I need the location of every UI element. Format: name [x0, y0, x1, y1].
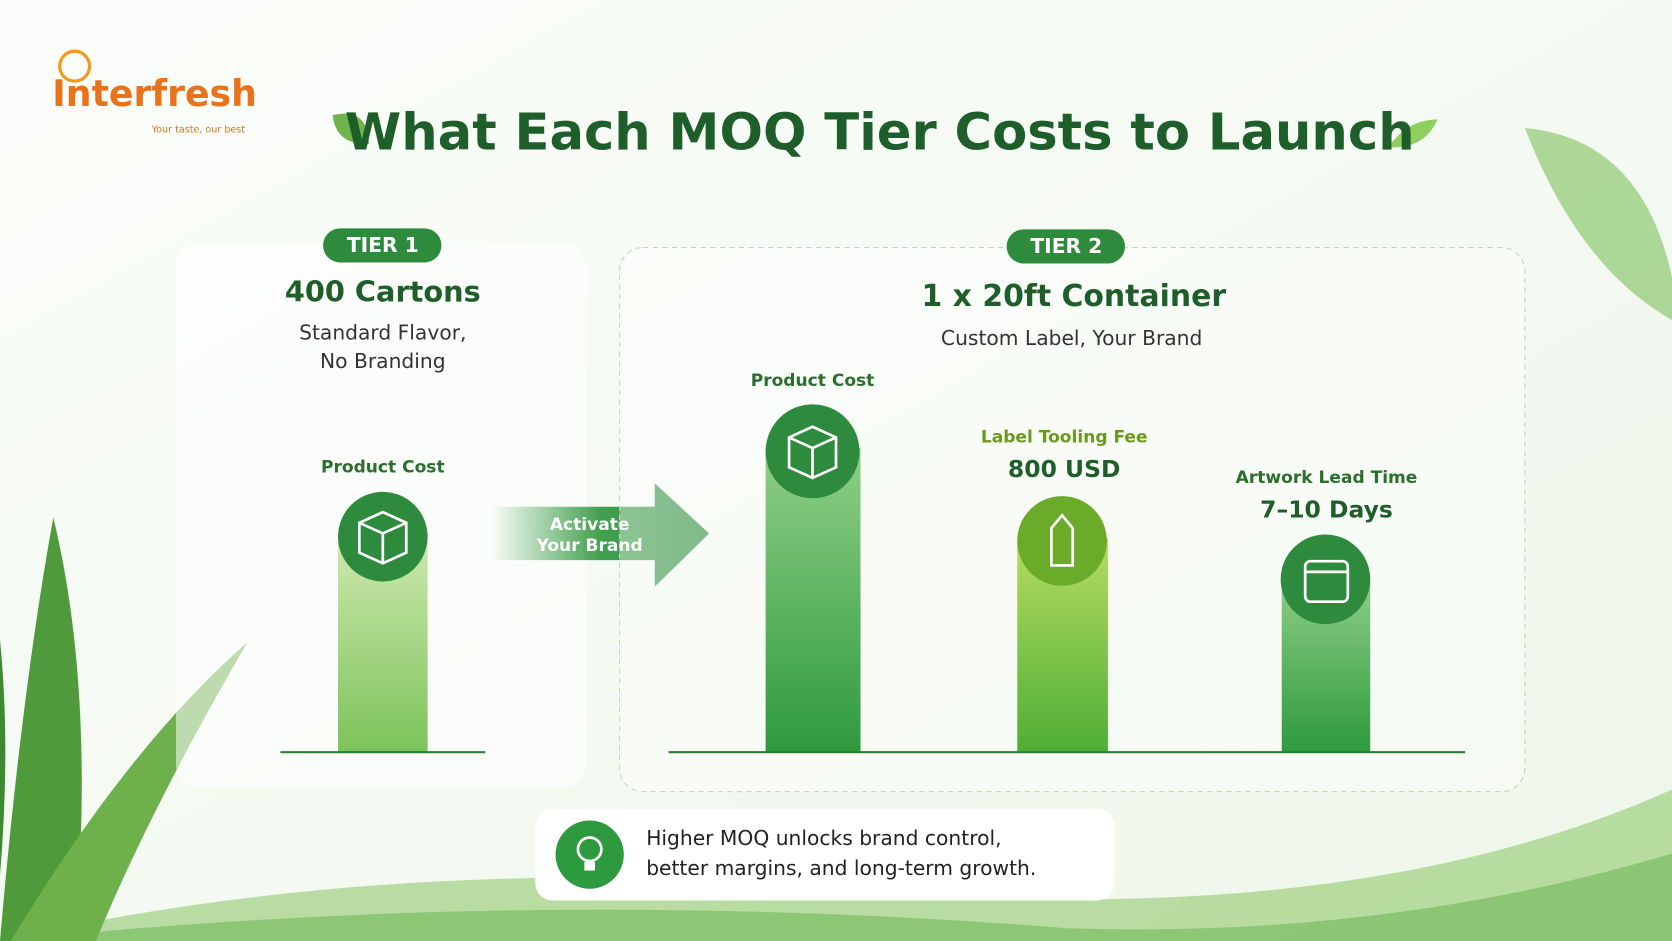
note-icon [555, 820, 624, 889]
leaf [332, 113, 369, 145]
tag-icon [1050, 513, 1075, 567]
bar-label: Product Cost [321, 457, 445, 477]
bar-value: 7–10 Days [1260, 496, 1393, 524]
bar-label: Product Cost [751, 371, 875, 391]
bar-label: Artwork Lead Time [1236, 468, 1418, 488]
box-icon [358, 510, 408, 565]
bar-value: 800 USD [1008, 455, 1121, 483]
bar [765, 448, 861, 753]
leaf [1524, 128, 1672, 321]
title: What Each MOQ Tier Costs to Launch [345, 102, 1415, 162]
arrow [490, 483, 710, 587]
logo-tagline: Your taste, our best [151, 125, 246, 136]
tier-subtitle: Standard Flavor, [299, 320, 466, 344]
note-card [535, 808, 1115, 901]
bulb-icon [576, 836, 603, 863]
calendar-icon [1303, 559, 1350, 604]
badge-text: TIER 1 [347, 233, 419, 257]
arrow-text: Activate [550, 515, 630, 535]
bulb-icon [584, 862, 596, 871]
logo: Interfresh Your taste, our best [52, 49, 257, 136]
badge [323, 228, 442, 263]
bar-label: Label Tooling Fee [981, 427, 1148, 447]
note-text: Higher MOQ unlocks brand control, [646, 826, 1001, 850]
box-icon [787, 425, 838, 480]
badge [1006, 229, 1125, 264]
tier-subtitle: Custom Label, Your Brand [941, 326, 1202, 350]
tier-subtitle: No Branding [320, 349, 446, 373]
logo-name: Interfresh [52, 72, 257, 115]
wave [0, 789, 1672, 941]
icon-circle [1017, 496, 1107, 586]
note-text: better margins, and long-term growth. [646, 856, 1036, 880]
tier-title: 400 Cartons [285, 274, 481, 308]
tier-title: 1 x 20ft Container [922, 279, 1227, 314]
arrow-text: Your Brand [536, 536, 643, 556]
leaf [1388, 119, 1438, 148]
wave [0, 853, 1672, 941]
badge-text: TIER 2 [1030, 234, 1102, 258]
icon-circle [1280, 534, 1371, 625]
